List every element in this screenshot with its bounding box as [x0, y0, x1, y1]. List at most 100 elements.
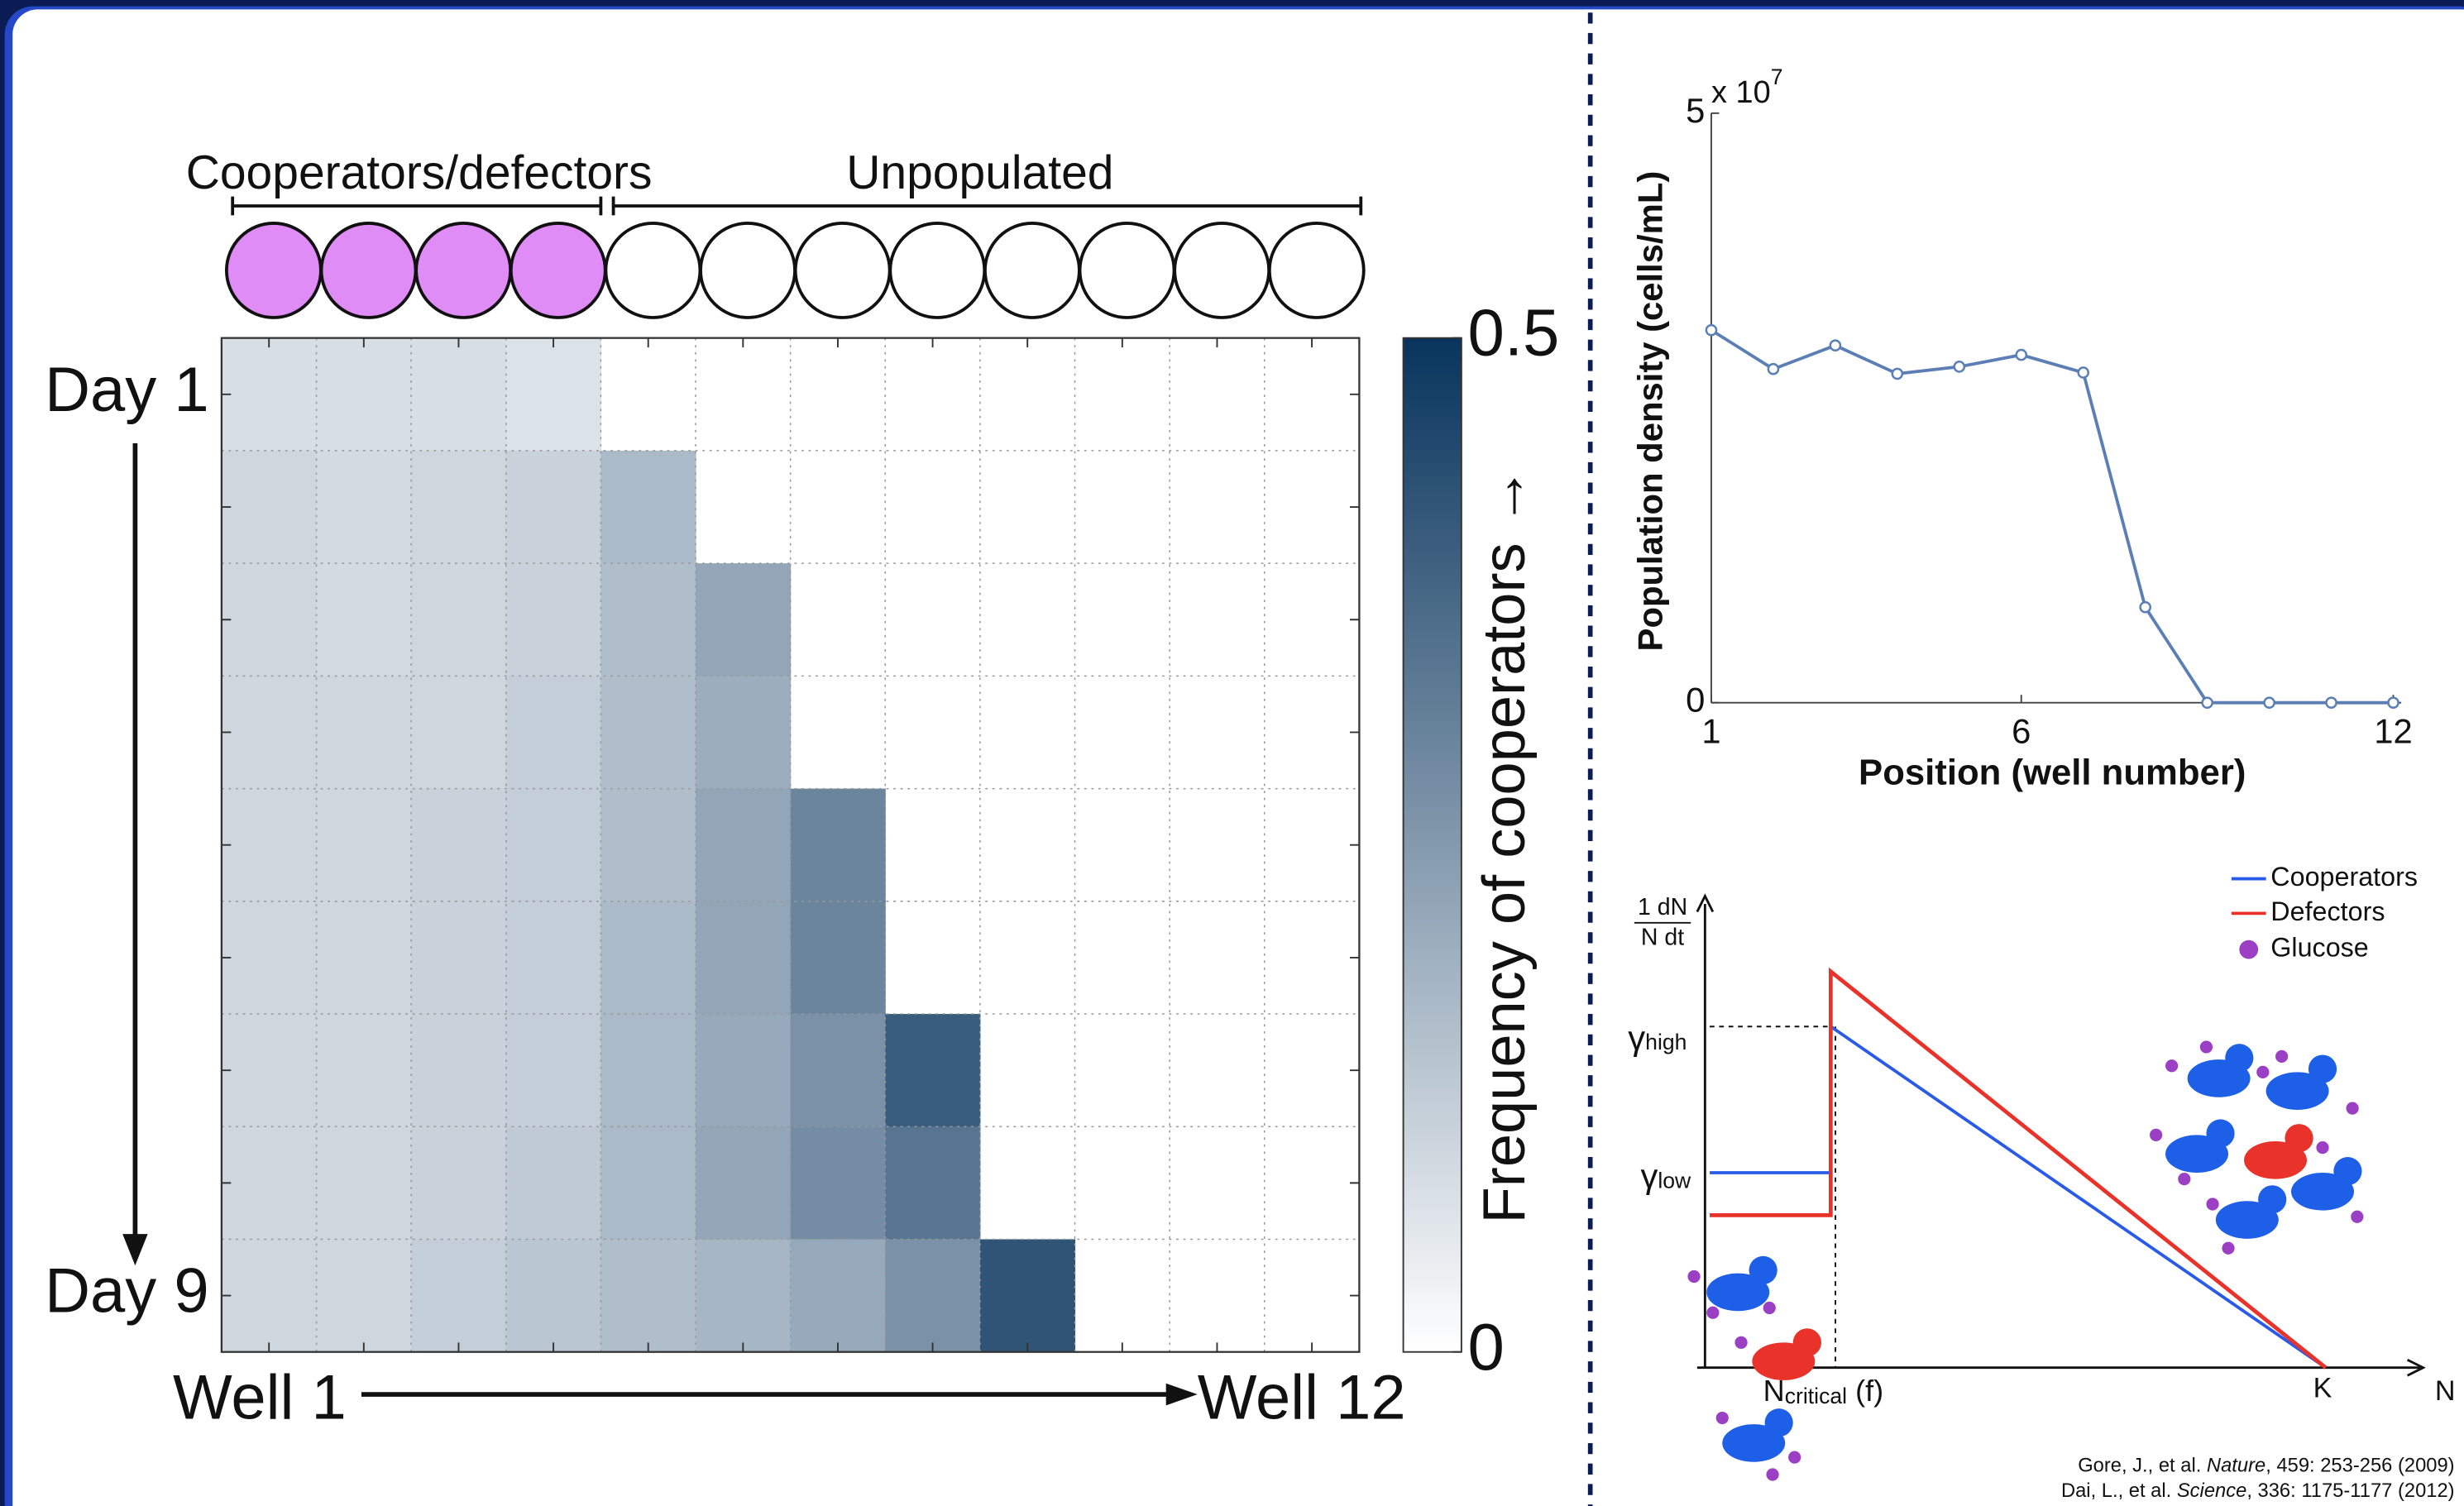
cells — [1687, 1040, 2364, 1481]
x-axis-label: Position (well number) — [1859, 753, 2246, 793]
heatmap-cell — [221, 901, 318, 1015]
x-label: N — [2435, 1375, 2456, 1407]
heatmap-cell — [790, 901, 886, 1015]
heatmap-cell — [600, 1126, 696, 1241]
gamma-high: γhigh — [1628, 1018, 1687, 1057]
heatmap-cell — [885, 1239, 981, 1353]
glucose — [2256, 1065, 2270, 1078]
heatmap-cell — [221, 1126, 318, 1241]
well-circle — [224, 222, 323, 319]
x-category-label: Well 1 — [173, 1363, 347, 1433]
arrowhead — [1165, 1383, 1198, 1406]
well-circle — [414, 222, 513, 319]
heatmap-cell — [505, 1239, 601, 1353]
heatmap-cell — [696, 1014, 792, 1127]
point — [2263, 696, 2275, 709]
well-circle — [319, 222, 418, 319]
glucose — [2150, 1128, 2163, 1142]
heatmap-cell — [979, 1239, 1076, 1353]
gamma-low: γlow — [1640, 1157, 1691, 1196]
cell — [2333, 1157, 2362, 1186]
gamma: γ — [1640, 1157, 1658, 1196]
heatmap-cell — [221, 1239, 318, 1353]
colorbar-tick-label: 0.5 — [1467, 296, 1559, 370]
bracket — [611, 196, 1363, 216]
journal: Science — [2177, 1480, 2246, 1502]
heatmap-cell — [600, 450, 696, 564]
heatmap-cell — [600, 1239, 696, 1353]
cell — [2215, 1201, 2279, 1239]
x-category-label: Well 12 — [1198, 1363, 1406, 1433]
point — [2139, 600, 2151, 614]
heatmap-cell — [505, 788, 601, 902]
point — [1829, 339, 1842, 352]
n-critical: Ncritical (f) — [1763, 1374, 1884, 1408]
point — [2387, 696, 2399, 709]
cell — [2291, 1173, 2355, 1211]
point — [2201, 696, 2213, 709]
y-tick-label: 5 — [1686, 91, 1705, 130]
heatmap-cell — [505, 1126, 601, 1241]
glucose — [2316, 1141, 2329, 1155]
glucose — [1788, 1451, 1801, 1464]
citation: Dai, L., et al. Science, 336: 1175-1177 … — [2061, 1480, 2455, 1502]
heatmap-cell — [790, 1014, 886, 1127]
point — [2325, 696, 2337, 709]
y-label-bottom: N dt — [1641, 924, 1684, 950]
x-tick-label: 6 — [2012, 712, 2031, 751]
heatmap-cell — [411, 1239, 507, 1353]
arrow — [1696, 893, 1715, 913]
heatmap-cell — [600, 676, 696, 790]
cell — [2265, 1072, 2329, 1110]
well-circle — [793, 222, 892, 319]
y-category-label: Day 9 — [45, 1256, 208, 1327]
colorbar-tick-label: 0 — [1467, 1310, 1504, 1384]
cell — [1749, 1255, 1777, 1284]
y-category-label: Day 1 — [45, 355, 208, 425]
heatmap-cell — [316, 337, 412, 452]
defector-curve — [1710, 967, 2328, 1370]
cell — [2206, 1119, 2235, 1148]
k-label: K — [2313, 1372, 2332, 1403]
colorbar — [1402, 337, 1462, 1353]
heatmap-cell — [885, 1014, 981, 1127]
heatmap-cell — [600, 901, 696, 1015]
multiplier-exponent: 7 — [1771, 65, 1783, 89]
heatmap-cell — [411, 1014, 507, 1127]
point — [2077, 366, 2090, 379]
x-tick-label: 12 — [2374, 712, 2412, 751]
glucose — [2206, 1198, 2219, 1211]
glucose — [1715, 1411, 1729, 1425]
point — [1767, 362, 1780, 375]
line-series — [1710, 328, 2394, 705]
heatmap-cell — [505, 676, 601, 790]
glucose — [2275, 1049, 2289, 1063]
legend-label: Defectors — [2270, 896, 2385, 926]
y-label-top: 1 dN — [1638, 894, 1687, 920]
well-circle — [1267, 222, 1366, 319]
glucose — [2178, 1173, 2191, 1186]
heatmap-cell — [696, 788, 792, 902]
legend-label: Cooperators — [2270, 862, 2418, 892]
glucose — [1687, 1269, 1701, 1284]
heatmap-cell — [316, 1014, 412, 1127]
y-axis-label: Population density (cells/mL) — [1631, 171, 1670, 652]
heatmap-cell — [316, 450, 412, 564]
heatmap-cell — [316, 1126, 412, 1241]
point — [1705, 323, 1718, 337]
glucose — [2199, 1040, 2213, 1054]
heatmap-cell — [316, 563, 412, 677]
cell — [1722, 1424, 1786, 1462]
cell — [1792, 1328, 1821, 1357]
subscript: high — [1645, 1030, 1687, 1054]
suffix: (f) — [1847, 1374, 1883, 1408]
glucose — [1706, 1306, 1720, 1319]
cell — [2308, 1054, 2337, 1083]
header-label: Unpopulated — [846, 146, 1113, 199]
heatmap-cell — [600, 1014, 696, 1127]
well-circle — [1078, 222, 1176, 319]
well-circle — [888, 222, 987, 319]
well-circle — [509, 222, 607, 319]
heatmap-cell — [696, 676, 792, 790]
